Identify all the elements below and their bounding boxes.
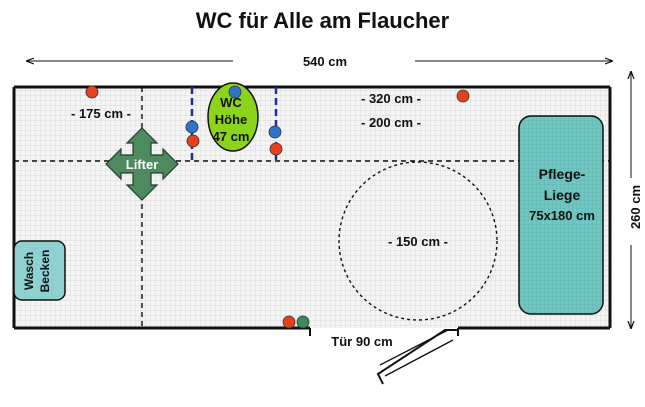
- red-button-icon: [186, 134, 200, 148]
- wc-label-1: WC: [220, 95, 242, 110]
- door-label: Tür 90 cm: [331, 334, 392, 349]
- red-button-icon: [456, 89, 470, 103]
- green-button-icon: [296, 315, 310, 329]
- turning-circle-label: - 150 cm -: [388, 234, 448, 249]
- blue-button-icon: [268, 125, 282, 139]
- wash-basin: Wasch Becken: [13, 240, 66, 301]
- width-dimension: 540 cm: [27, 54, 612, 69]
- turning-circle: [338, 161, 498, 321]
- walls: [12, 85, 612, 330]
- lifter-label: Lifter: [126, 157, 159, 172]
- wc-toilet: WC Höhe 47 cm: [207, 82, 259, 152]
- wash-basin-label-1: Wasch: [22, 252, 36, 290]
- height-dimension: 260 cm: [628, 72, 643, 328]
- buttons: [85, 85, 470, 329]
- red-button-icon: [282, 315, 296, 329]
- wc-label-3: 47 cm: [213, 129, 250, 144]
- blue-button-icon: [228, 85, 242, 99]
- page-title: WC für Alle am Flaucher: [195, 8, 450, 33]
- height-label: 260 cm: [628, 185, 643, 229]
- blue-button-icon: [185, 120, 199, 134]
- width-label: 540 cm: [303, 54, 347, 69]
- care-bed-label-2: Liege: [544, 187, 581, 203]
- right-span-top-label: - 320 cm -: [361, 91, 421, 106]
- door: Tür 90 cm: [309, 328, 459, 385]
- right-span-bottom-label: - 200 cm -: [361, 115, 421, 130]
- left-span-label: - 175 cm -: [71, 106, 131, 121]
- care-bed-label-1: Pflege-: [539, 166, 586, 182]
- red-button-icon: [269, 142, 283, 156]
- care-bed-label-3: 75x180 cm: [529, 208, 595, 223]
- red-button-icon: [85, 85, 99, 99]
- care-bed: Pflege- Liege 75x180 cm: [518, 115, 604, 315]
- room-floor: [14, 87, 610, 328]
- lifter: Lifter: [105, 127, 179, 201]
- wash-basin-label-2: Becken: [38, 250, 52, 293]
- wc-label-2: Höhe: [215, 112, 248, 127]
